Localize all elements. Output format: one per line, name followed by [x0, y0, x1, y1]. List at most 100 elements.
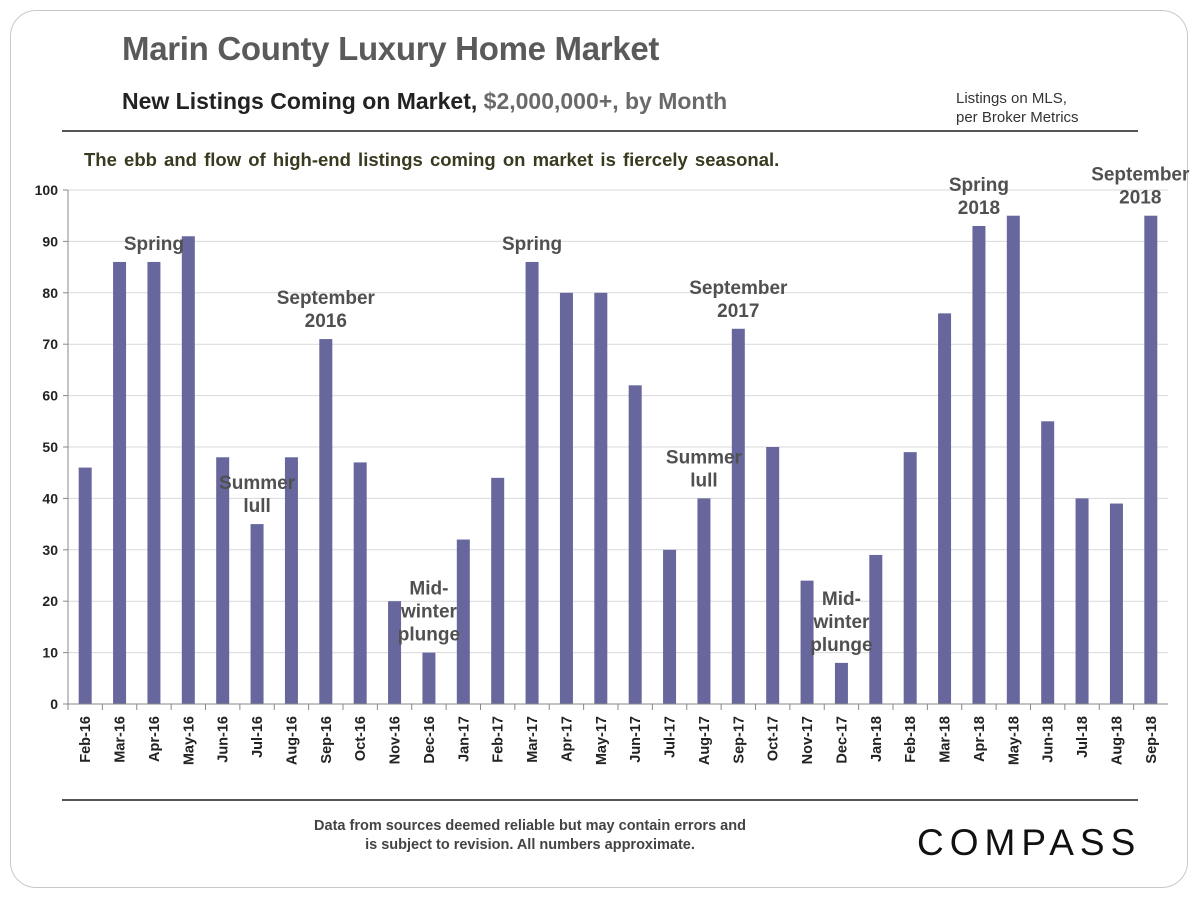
x-tick-label: Dec-17 [834, 716, 850, 764]
annotation: Spring [502, 234, 562, 255]
annotation: Summer lull [666, 447, 743, 491]
bar-sep-17 [731, 328, 745, 704]
x-tick-label: Feb-18 [903, 716, 919, 763]
bar-dec-17 [834, 662, 848, 704]
annotation-line: September [689, 278, 788, 299]
x-tick-label: Mar-17 [525, 716, 541, 763]
footer-divider [62, 799, 1138, 801]
annotation: Summer lull [219, 473, 296, 517]
annotation-line: Mid- [822, 589, 861, 610]
source-note: Listings on MLS, per Broker Metrics [956, 89, 1079, 127]
bar-may-16 [181, 236, 195, 704]
x-tick-label: Jan-17 [456, 716, 472, 762]
bar-sep-16 [319, 339, 333, 704]
x-tick-label: Sep-17 [731, 716, 747, 764]
x-tick-label: Mar-18 [938, 716, 954, 763]
bar-dec-16 [422, 652, 436, 704]
annotation: September 2016 [277, 288, 376, 332]
bar-feb-16 [78, 467, 92, 704]
y-tick-label: 10 [42, 645, 58, 661]
x-tick-label: Jul-18 [1075, 716, 1091, 758]
annotation: Mid-winter plunge [398, 579, 460, 646]
annotation-line: Spring [949, 175, 1009, 196]
annotation-line: Summer [219, 473, 296, 494]
y-tick-label: 70 [42, 336, 58, 352]
bar-nov-16 [388, 601, 402, 704]
bar-jul-17 [663, 549, 677, 704]
annotation-line: Mid- [409, 579, 448, 600]
x-tick-label: Jul-17 [663, 716, 679, 758]
disclaimer: Data from sources deemed reliable but ma… [250, 817, 810, 855]
bar-feb-18 [903, 452, 917, 704]
y-tick-label: 40 [42, 490, 58, 506]
bar-apr-17 [559, 292, 573, 704]
subtitle-price-range: $2,000,000+, by Month [483, 88, 728, 114]
x-tick-label: Jun-16 [216, 716, 232, 763]
subtitle-main: New Listings Coming on Market, [122, 88, 478, 114]
bar-apr-16 [147, 261, 161, 704]
x-tick-label: Aug-16 [284, 716, 300, 765]
annotation: September 2017 [689, 278, 788, 322]
annotation-line: Spring [124, 234, 184, 255]
x-tick-label: Mar-16 [113, 716, 129, 763]
y-tick-label: 90 [42, 233, 58, 249]
x-tick-label: Jun-18 [1041, 716, 1057, 763]
bar-jun-17 [628, 385, 642, 704]
y-tick-label: 100 [35, 182, 59, 198]
x-tick-label: Oct-16 [353, 716, 369, 761]
annotation: September 2018 [1091, 165, 1190, 209]
chart-subtitle: New Listings Coming on Market, $2,000,00… [122, 88, 727, 115]
x-tick-label: Apr-17 [559, 716, 575, 762]
x-tick-label: Nov-17 [800, 716, 816, 764]
bar-may-18 [1006, 215, 1020, 704]
y-tick-label: 80 [42, 285, 58, 301]
y-tick-label: 50 [42, 439, 58, 455]
bar-mar-17 [525, 261, 539, 704]
x-tick-label: May-17 [594, 716, 610, 765]
bar-may-17 [594, 292, 608, 704]
disclaimer-line1: Data from sources deemed reliable but ma… [314, 818, 746, 834]
bar-nov-17 [800, 580, 814, 704]
page-title: Marin County Luxury Home Market [122, 30, 660, 67]
disclaimer-line2: is subject to revision. All numbers appr… [365, 837, 695, 853]
x-tick-label: May-18 [1006, 716, 1022, 765]
bar-oct-17 [766, 447, 780, 704]
bar-jun-18 [1041, 421, 1055, 704]
bar-aug-18 [1109, 503, 1123, 704]
x-tick-label: Jul-16 [250, 716, 266, 758]
header-divider [62, 130, 1138, 132]
bar-feb-17 [491, 477, 505, 704]
bar-apr-18 [972, 225, 986, 705]
x-tick-label: Aug-18 [1109, 716, 1125, 765]
bar-aug-17 [697, 498, 711, 704]
y-axis-ticks: 0 10 20 30 40 50 60 70 80 90 100 [35, 182, 59, 712]
annotation-line: lull [243, 496, 270, 517]
bar-jan-18 [869, 554, 883, 704]
y-tick-label: 20 [42, 593, 58, 609]
compass-logo: COMPASS [917, 822, 1142, 863]
annotation-line: September [1091, 165, 1190, 186]
x-tick-label: Apr-16 [147, 716, 163, 762]
annotation-line: Spring [502, 234, 562, 255]
bar-aug-16 [284, 457, 298, 704]
annotation-line: 2018 [1119, 188, 1161, 209]
x-tick-label: Oct-17 [766, 716, 782, 761]
annotation-line: plunge [810, 635, 872, 656]
x-axis-ticks: Feb-16 Mar-16 Apr-16 May-16 Jun-16 Jul-16 Aug-… [78, 716, 1160, 765]
chart-caption: The ebb and flow of high-end listings co… [84, 149, 780, 170]
bar-oct-16 [353, 462, 367, 704]
annotation-line: 2016 [305, 311, 347, 332]
annotation: Spring 2018 [949, 175, 1009, 219]
x-tick-label: Jun-17 [628, 716, 644, 763]
x-tick-label: Jan-18 [869, 716, 885, 762]
axes [63, 189, 1168, 710]
gridlines [68, 189, 1168, 654]
annotation: Spring [124, 234, 184, 255]
y-tick-label: 60 [42, 388, 58, 404]
annotation-line: winter [400, 602, 458, 623]
source-note-line2: per Broker Metrics [956, 109, 1079, 126]
bar-jul-16 [250, 524, 264, 704]
bar-jan-17 [456, 539, 470, 704]
